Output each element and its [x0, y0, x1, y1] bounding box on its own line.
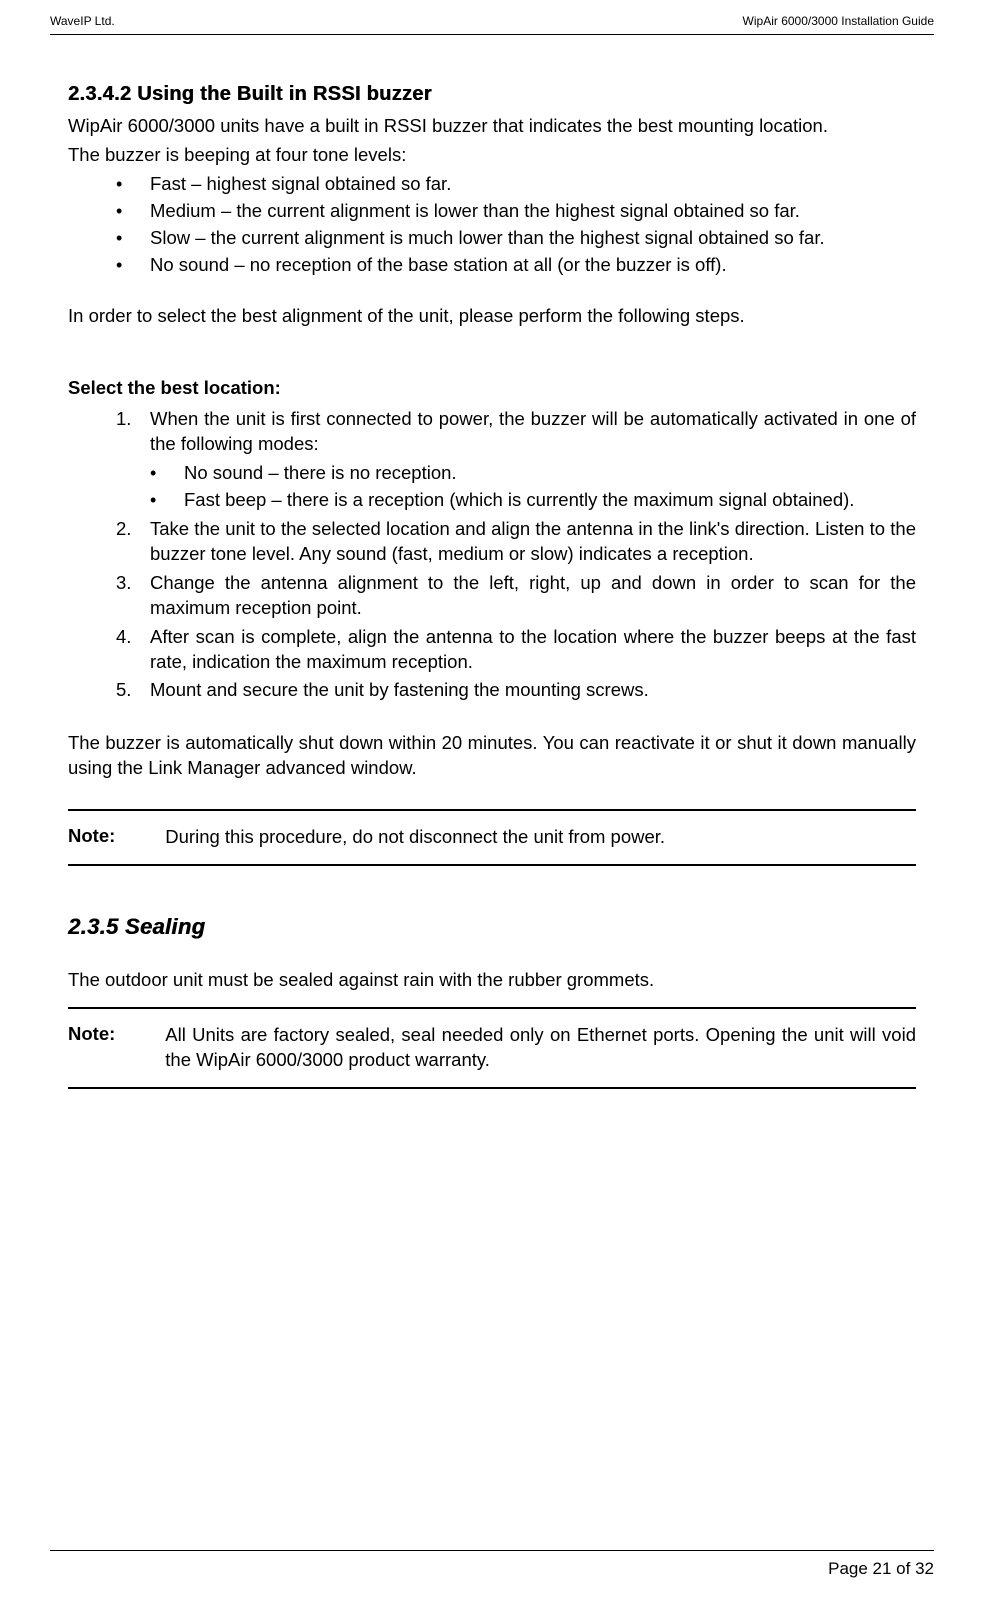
page-footer: Page 21 of 32	[50, 1550, 934, 1579]
nested-bullet-list: No sound – there is no reception. Fast b…	[150, 461, 916, 513]
list-item: Medium – the current alignment is lower …	[116, 199, 916, 224]
list-item: After scan is complete, align the antenn…	[116, 625, 916, 675]
list-item: No sound – no reception of the base stat…	[116, 253, 916, 278]
list-item: Mount and secure the unit by fastening t…	[116, 678, 916, 703]
note-block-2: Note: All Units are factory sealed, seal…	[68, 1009, 916, 1087]
list-item: When the unit is first connected to powe…	[116, 407, 916, 513]
page-content: 2.3.4.2 Using the Built in RSSI buzzer W…	[50, 83, 934, 1089]
sealing-body: The outdoor unit must be sealed against …	[68, 968, 916, 993]
section-heading-sealing: 2.3.5 Sealing	[68, 914, 916, 940]
divider	[68, 864, 916, 866]
tone-levels-list: Fast – highest signal obtained so far. M…	[68, 172, 916, 278]
alignment-instruction: In order to select the best alignment of…	[68, 304, 916, 329]
list-item: Slow – the current alignment is much low…	[116, 226, 916, 251]
buzzer-shutdown-text: The buzzer is automatically shut down wi…	[68, 731, 916, 781]
note-block-1: Note: During this procedure, do not disc…	[68, 811, 916, 864]
note-label: Note:	[68, 825, 115, 847]
note-text: During this procedure, do not disconnect…	[165, 825, 916, 850]
list-item: Fast – highest signal obtained so far.	[116, 172, 916, 197]
page-number: Page 21 of 32	[828, 1559, 934, 1578]
list-item: Change the antenna alignment to the left…	[116, 571, 916, 621]
section-heading-rssi: 2.3.4.2 Using the Built in RSSI buzzer	[68, 83, 916, 106]
sub-heading-location: Select the best location:	[68, 377, 916, 399]
list-item: Take the unit to the selected location a…	[116, 517, 916, 567]
note-label: Note:	[68, 1023, 115, 1045]
steps-list: When the unit is first connected to powe…	[68, 407, 916, 704]
header-title: WipAir 6000/3000 Installation Guide	[743, 14, 934, 28]
step-text: When the unit is first connected to powe…	[150, 408, 916, 454]
divider	[68, 1087, 916, 1089]
intro-paragraph-1: WipAir 6000/3000 units have a built in R…	[68, 114, 916, 139]
list-item: No sound – there is no reception.	[150, 461, 916, 486]
note-text: All Units are factory sealed, seal neede…	[165, 1023, 916, 1073]
header-company: WaveIP Ltd.	[50, 14, 115, 28]
page-header: WaveIP Ltd. WipAir 6000/3000 Installatio…	[50, 0, 934, 35]
list-item: Fast beep – there is a reception (which …	[150, 488, 916, 513]
intro-paragraph-2: The buzzer is beeping at four tone level…	[68, 143, 916, 168]
